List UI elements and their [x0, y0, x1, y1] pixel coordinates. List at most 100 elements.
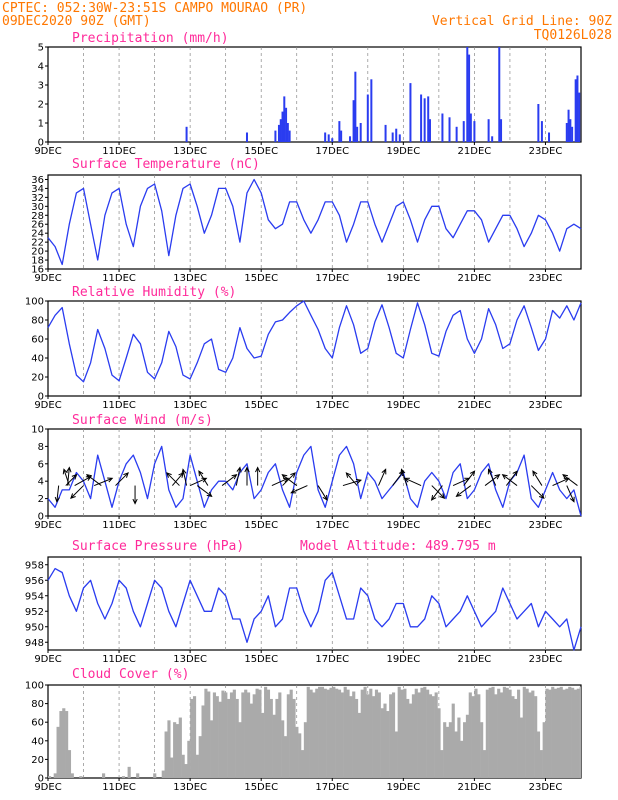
precipitation-bar — [498, 47, 501, 142]
temperature-x-tick-label: 11DEC — [102, 273, 136, 284]
precipitation-bar — [283, 96, 286, 142]
wind-arrow — [562, 474, 578, 486]
humidity-x-tick-label: 17DEC — [315, 400, 349, 411]
wind-x-tick-label: 23DEC — [529, 520, 563, 531]
humidity-series-line — [47, 300, 582, 383]
cloud-x-tick-label: 23DEC — [529, 782, 563, 793]
wind-frame — [47, 428, 582, 517]
precipitation-bar — [338, 121, 341, 142]
cloud-cover-bar — [372, 696, 376, 778]
humidity-y-tick-label: 100 — [25, 297, 44, 308]
cloud-cover-bar — [571, 687, 575, 778]
precipitation-bar — [279, 119, 282, 142]
temperature-x-tick-label: 9DEC — [34, 273, 61, 284]
wind-arrow — [54, 485, 60, 503]
cloud-cover-bar — [380, 708, 384, 778]
wind-x-tick-label: 11DEC — [102, 520, 136, 531]
temperature-y-tick-label: 32 — [31, 193, 44, 204]
wind-arrow — [484, 474, 501, 486]
precipitation-bar — [331, 138, 334, 142]
precipitation-x-tick-label: 19DEC — [386, 146, 420, 157]
cloud-y-tick-label: 20 — [31, 755, 44, 766]
cloud-cover-bar — [553, 688, 558, 778]
cloud-cover-bar — [397, 686, 401, 778]
cloud-cover-bar — [170, 757, 174, 778]
precipitation-bar — [473, 121, 476, 142]
wind-x-tick-label: 15DEC — [244, 520, 278, 531]
wind-x-tick-label: 9DEC — [34, 520, 61, 531]
wind-x-tick-label: 19DEC — [386, 520, 420, 531]
temperature-y-tick-label: 34 — [31, 184, 44, 195]
temperature-x-tick-label: 21DEC — [458, 273, 492, 284]
cloud-cover-bar — [221, 690, 225, 778]
wind-arrow — [400, 468, 408, 486]
precipitation-bar — [567, 109, 570, 142]
wind-arrow — [166, 472, 180, 486]
cloud-cover-bar — [335, 688, 339, 778]
precipitation-bar — [185, 126, 188, 142]
cloud-cover-bar — [363, 686, 367, 778]
cloud-cover-bar — [437, 708, 441, 778]
precipitation-bar — [448, 117, 451, 142]
cloud-cover-bar — [499, 692, 504, 778]
precipitation-bar — [340, 130, 343, 142]
pressure-y-tick-label: 954 — [25, 591, 44, 602]
humidity-y-tick-label: 20 — [31, 373, 44, 384]
pressure-x-tick-label: 23DEC — [529, 654, 563, 665]
cloud-y-tick-label: 100 — [25, 681, 44, 692]
precipitation-bar — [427, 96, 430, 142]
cloud-cover-bar — [326, 689, 330, 778]
cloud-cover-bar — [136, 773, 140, 778]
temperature-frame — [47, 174, 582, 270]
cloud-cover-bar — [508, 689, 512, 778]
cloud-cover-bar — [451, 703, 455, 778]
cloud-x-tick-label: 19DEC — [386, 782, 420, 793]
precipitation-bar — [428, 119, 431, 142]
precipitation-bar — [359, 123, 362, 142]
cloud-cover-bar — [312, 692, 316, 778]
wind-arrow — [181, 468, 188, 486]
wind-arrow — [487, 468, 497, 486]
cloud-cover-bar — [246, 692, 251, 778]
cloud-cover-bar — [522, 686, 526, 778]
temperature-y-tick-label: 26 — [31, 220, 44, 231]
wind-arrow — [342, 478, 363, 487]
wind-arrow — [378, 468, 387, 486]
cloud-cover-bar — [127, 766, 131, 778]
cloud-cover-bar — [102, 773, 106, 778]
temperature-y-tick-label: 36 — [31, 175, 44, 186]
cloud-cover-bar — [264, 686, 268, 778]
precipitation-bar — [487, 119, 490, 142]
wind-arrow — [132, 485, 138, 505]
pressure-x-tick-label: 15DEC — [244, 654, 278, 665]
cloud-cover-bar — [514, 698, 518, 778]
wind-y-tick-label: 4 — [38, 477, 44, 488]
cloud-cover-bar — [355, 698, 359, 778]
precipitation-bar — [455, 126, 458, 142]
wind-arrow — [566, 485, 575, 503]
cloud-cover-bar — [431, 696, 435, 778]
temperature-x-tick-label: 13DEC — [173, 273, 207, 284]
pressure-frame — [47, 556, 582, 651]
pressure-series-line — [47, 567, 582, 651]
humidity-y-tick-label: 40 — [31, 354, 44, 365]
cloud-cover-bar — [346, 689, 350, 778]
cloud-cover-bar — [173, 722, 177, 778]
wind-y-tick-label: 2 — [38, 494, 44, 505]
cloud-y-tick-label: 40 — [31, 736, 44, 747]
temperature-x-tick-label: 17DEC — [315, 273, 349, 284]
humidity-y-tick-label: 60 — [31, 335, 44, 346]
precipitation-bar — [540, 121, 543, 142]
precipitation-bar — [391, 132, 394, 142]
precipitation-bar — [420, 94, 423, 142]
cloud-cover-bar — [298, 733, 302, 778]
cloud-cover-bar — [215, 696, 219, 778]
cloud-cover-bar — [420, 687, 424, 778]
precipitation-bar — [245, 132, 248, 142]
cloud-x-tick-label: 17DEC — [315, 782, 349, 793]
cloud-cover-bar — [164, 731, 168, 778]
cloud-cover-bar — [315, 688, 319, 778]
cloud-cover-bar — [323, 688, 327, 778]
cloud-cover-bar — [457, 717, 461, 778]
